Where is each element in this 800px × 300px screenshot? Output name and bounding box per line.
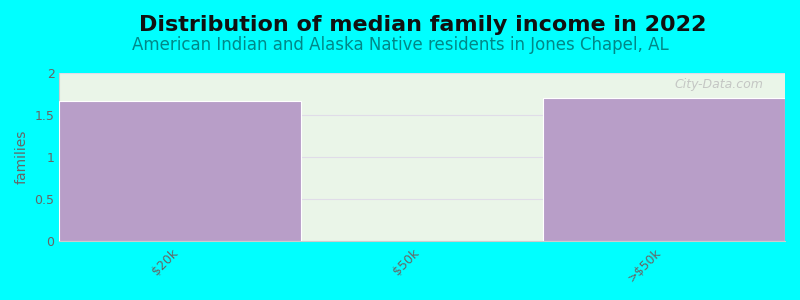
Title: Distribution of median family income in 2022: Distribution of median family income in … — [138, 15, 706, 35]
Text: American Indian and Alaska Native residents in Jones Chapel, AL: American Indian and Alaska Native reside… — [132, 36, 668, 54]
Bar — [543, 98, 785, 242]
Text: City-Data.com: City-Data.com — [674, 78, 763, 91]
Bar — [59, 100, 302, 242]
Y-axis label: families: families — [15, 130, 29, 184]
